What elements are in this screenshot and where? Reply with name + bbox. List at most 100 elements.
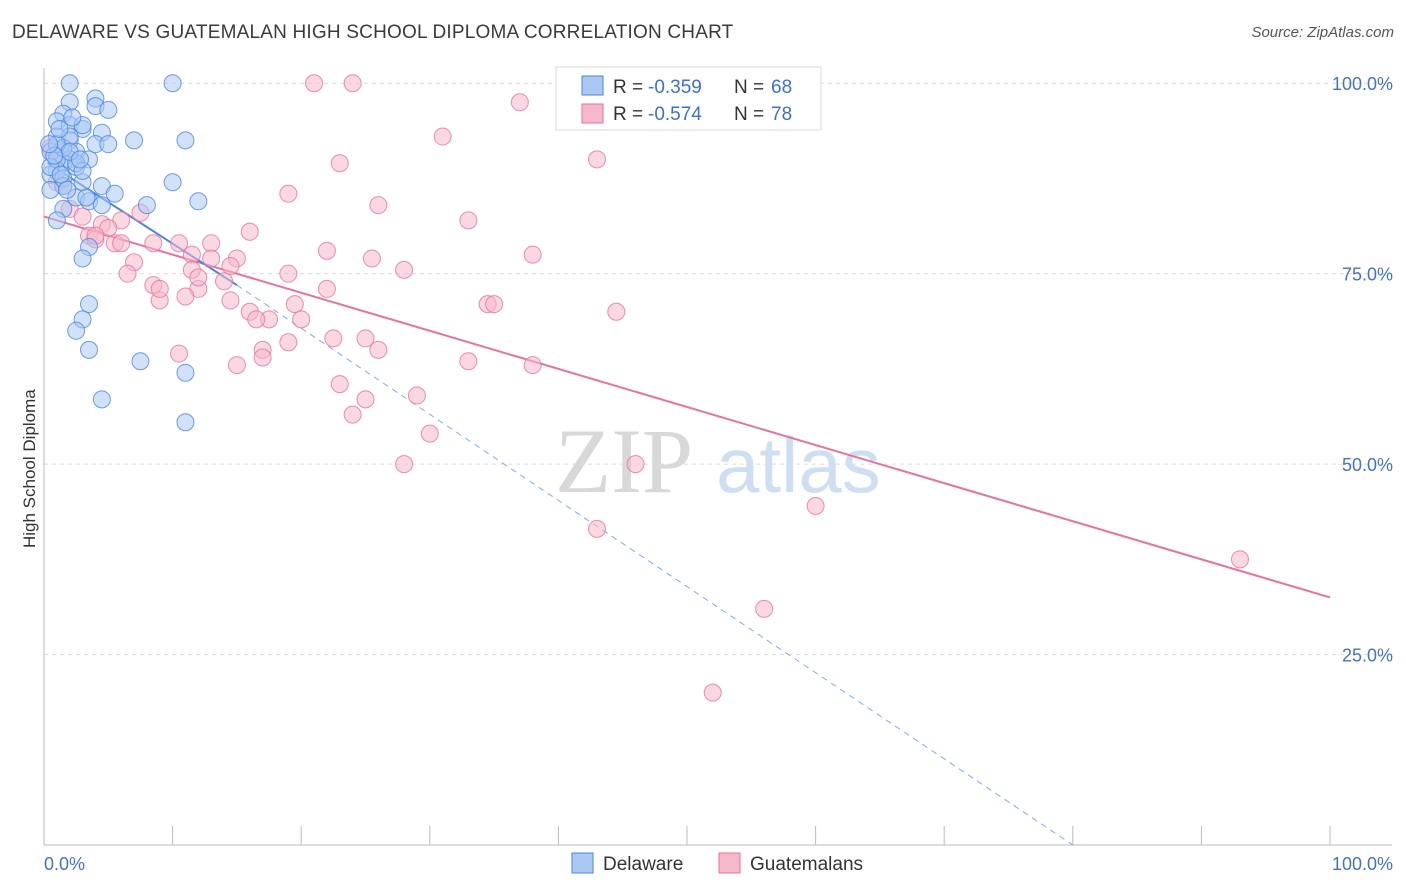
delaware-point — [99, 135, 118, 154]
y-tick-label: 75.0% — [1342, 265, 1393, 285]
guatemalans-point — [253, 348, 272, 367]
guatemalans-point — [189, 268, 208, 287]
guatemalans-point — [305, 74, 324, 93]
guatemalans-point — [369, 196, 388, 215]
guatemalans-point — [459, 211, 478, 230]
delaware-point — [41, 180, 60, 199]
bottom-legend: Delaware Guatemalans — [571, 852, 863, 875]
guatemalans-point — [356, 329, 375, 348]
y-tick-label: 100.0% — [1332, 74, 1393, 94]
legend-swatch-guatemalans — [581, 103, 604, 124]
delaware-point — [77, 188, 96, 207]
delaware-point — [63, 108, 82, 127]
guatemalans-point — [407, 386, 426, 405]
guatemalans-point — [330, 375, 349, 394]
source-credit: Source: ZipAtlas.com — [1251, 24, 1394, 41]
guatemalans-point — [523, 356, 542, 375]
delaware-point — [189, 192, 208, 211]
guatemalans-point — [170, 234, 189, 253]
guatemalans-point — [395, 260, 414, 279]
guatemalans-point — [356, 390, 375, 409]
tick-labels: 100.0% 75.0% 50.0% 25.0% 0.0% 100.0% — [44, 74, 1393, 874]
x-tick-label: 100.0% — [1332, 854, 1393, 874]
delaware-point — [58, 180, 77, 199]
axes — [43, 68, 1392, 846]
guatemalans-point — [755, 599, 774, 618]
guatemalans-point — [395, 455, 414, 474]
y-tick-label: 25.0% — [1342, 646, 1393, 666]
data-points — [40, 74, 1249, 702]
legend-n-value-2: 78 — [771, 104, 792, 125]
guatemalans-point — [330, 154, 349, 173]
watermark-atlas: atlas — [716, 421, 881, 509]
bottom-legend-swatch-delaware — [571, 852, 594, 874]
guatemalans-point — [1230, 550, 1249, 569]
guatemalans-trend-line — [43, 215, 1331, 599]
delaware-point — [51, 165, 70, 184]
delaware-point — [176, 131, 195, 150]
guatemalans-point — [523, 245, 542, 264]
legend-n-label-1: N = — [734, 77, 764, 98]
delaware-point — [67, 321, 86, 340]
delaware-point — [125, 131, 144, 150]
guatemalans-point — [362, 249, 381, 268]
guatemalans-point — [324, 329, 343, 348]
watermark: ZIP atlas — [555, 410, 881, 512]
guatemalans-point — [420, 424, 439, 443]
delaware-point — [80, 340, 99, 359]
guatemalans-point — [112, 234, 131, 253]
guatemalans-point — [221, 291, 240, 310]
guatemalans-point — [118, 264, 137, 283]
legend-r-value-1: -0.359 — [648, 77, 702, 98]
bottom-legend-guatemalans: Guatemalans — [750, 854, 863, 875]
delaware-point — [40, 135, 59, 154]
guatemalans-point — [292, 310, 311, 329]
guatemalans-point — [227, 356, 246, 375]
guatemalans-point — [343, 405, 362, 424]
bottom-legend-swatch-guatemalans — [718, 852, 741, 874]
guatemalans-point — [221, 257, 240, 276]
delaware-trend-extension — [236, 284, 1074, 846]
guatemalans-point — [343, 74, 362, 93]
delaware-point — [73, 249, 92, 268]
legend-r-label-1: R = — [613, 77, 643, 98]
guatemalans-point — [317, 279, 336, 298]
gridlines — [44, 82, 1392, 656]
delaware-point — [99, 100, 118, 119]
guatemalans-point — [182, 245, 201, 264]
guatemalans-point — [176, 287, 195, 306]
guatemalans-point — [587, 150, 606, 169]
guatemalans-point — [703, 683, 722, 702]
delaware-point — [92, 196, 111, 215]
guatemalans-point — [202, 249, 221, 268]
guatemalans-point — [240, 222, 259, 241]
guatemalans-point — [369, 340, 388, 359]
guatemalans-point — [144, 234, 163, 253]
guatemalans-point — [626, 455, 645, 474]
delaware-point — [47, 211, 66, 230]
delaware-point — [176, 413, 195, 432]
delaware-point — [131, 352, 150, 371]
legend-n-value-1: 68 — [771, 77, 792, 98]
y-axis-label: High School Diploma — [20, 389, 39, 548]
bottom-legend-delaware: Delaware — [603, 854, 683, 875]
legend-r-label-2: R = — [613, 104, 643, 125]
guatemalans-point — [317, 241, 336, 260]
guatemalans-point — [279, 184, 298, 203]
guatemalans-point — [607, 302, 626, 321]
legend: R = -0.359 N = 68 R = -0.574 N = 78 — [555, 66, 822, 131]
delaware-point — [105, 184, 124, 203]
guatemalans-point — [279, 333, 298, 352]
delaware-point — [176, 363, 195, 382]
guatemalans-point — [459, 352, 478, 371]
delaware-point — [137, 196, 156, 215]
guatemalans-point — [485, 295, 504, 314]
delaware-point — [71, 150, 90, 169]
guatemalans-point — [150, 279, 169, 298]
guatemalans-point — [285, 295, 304, 314]
guatemalans-point — [587, 519, 606, 538]
legend-n-label-2: N = — [734, 104, 764, 125]
watermark-zip: ZIP — [555, 410, 693, 512]
guatemalans-point — [202, 234, 221, 253]
